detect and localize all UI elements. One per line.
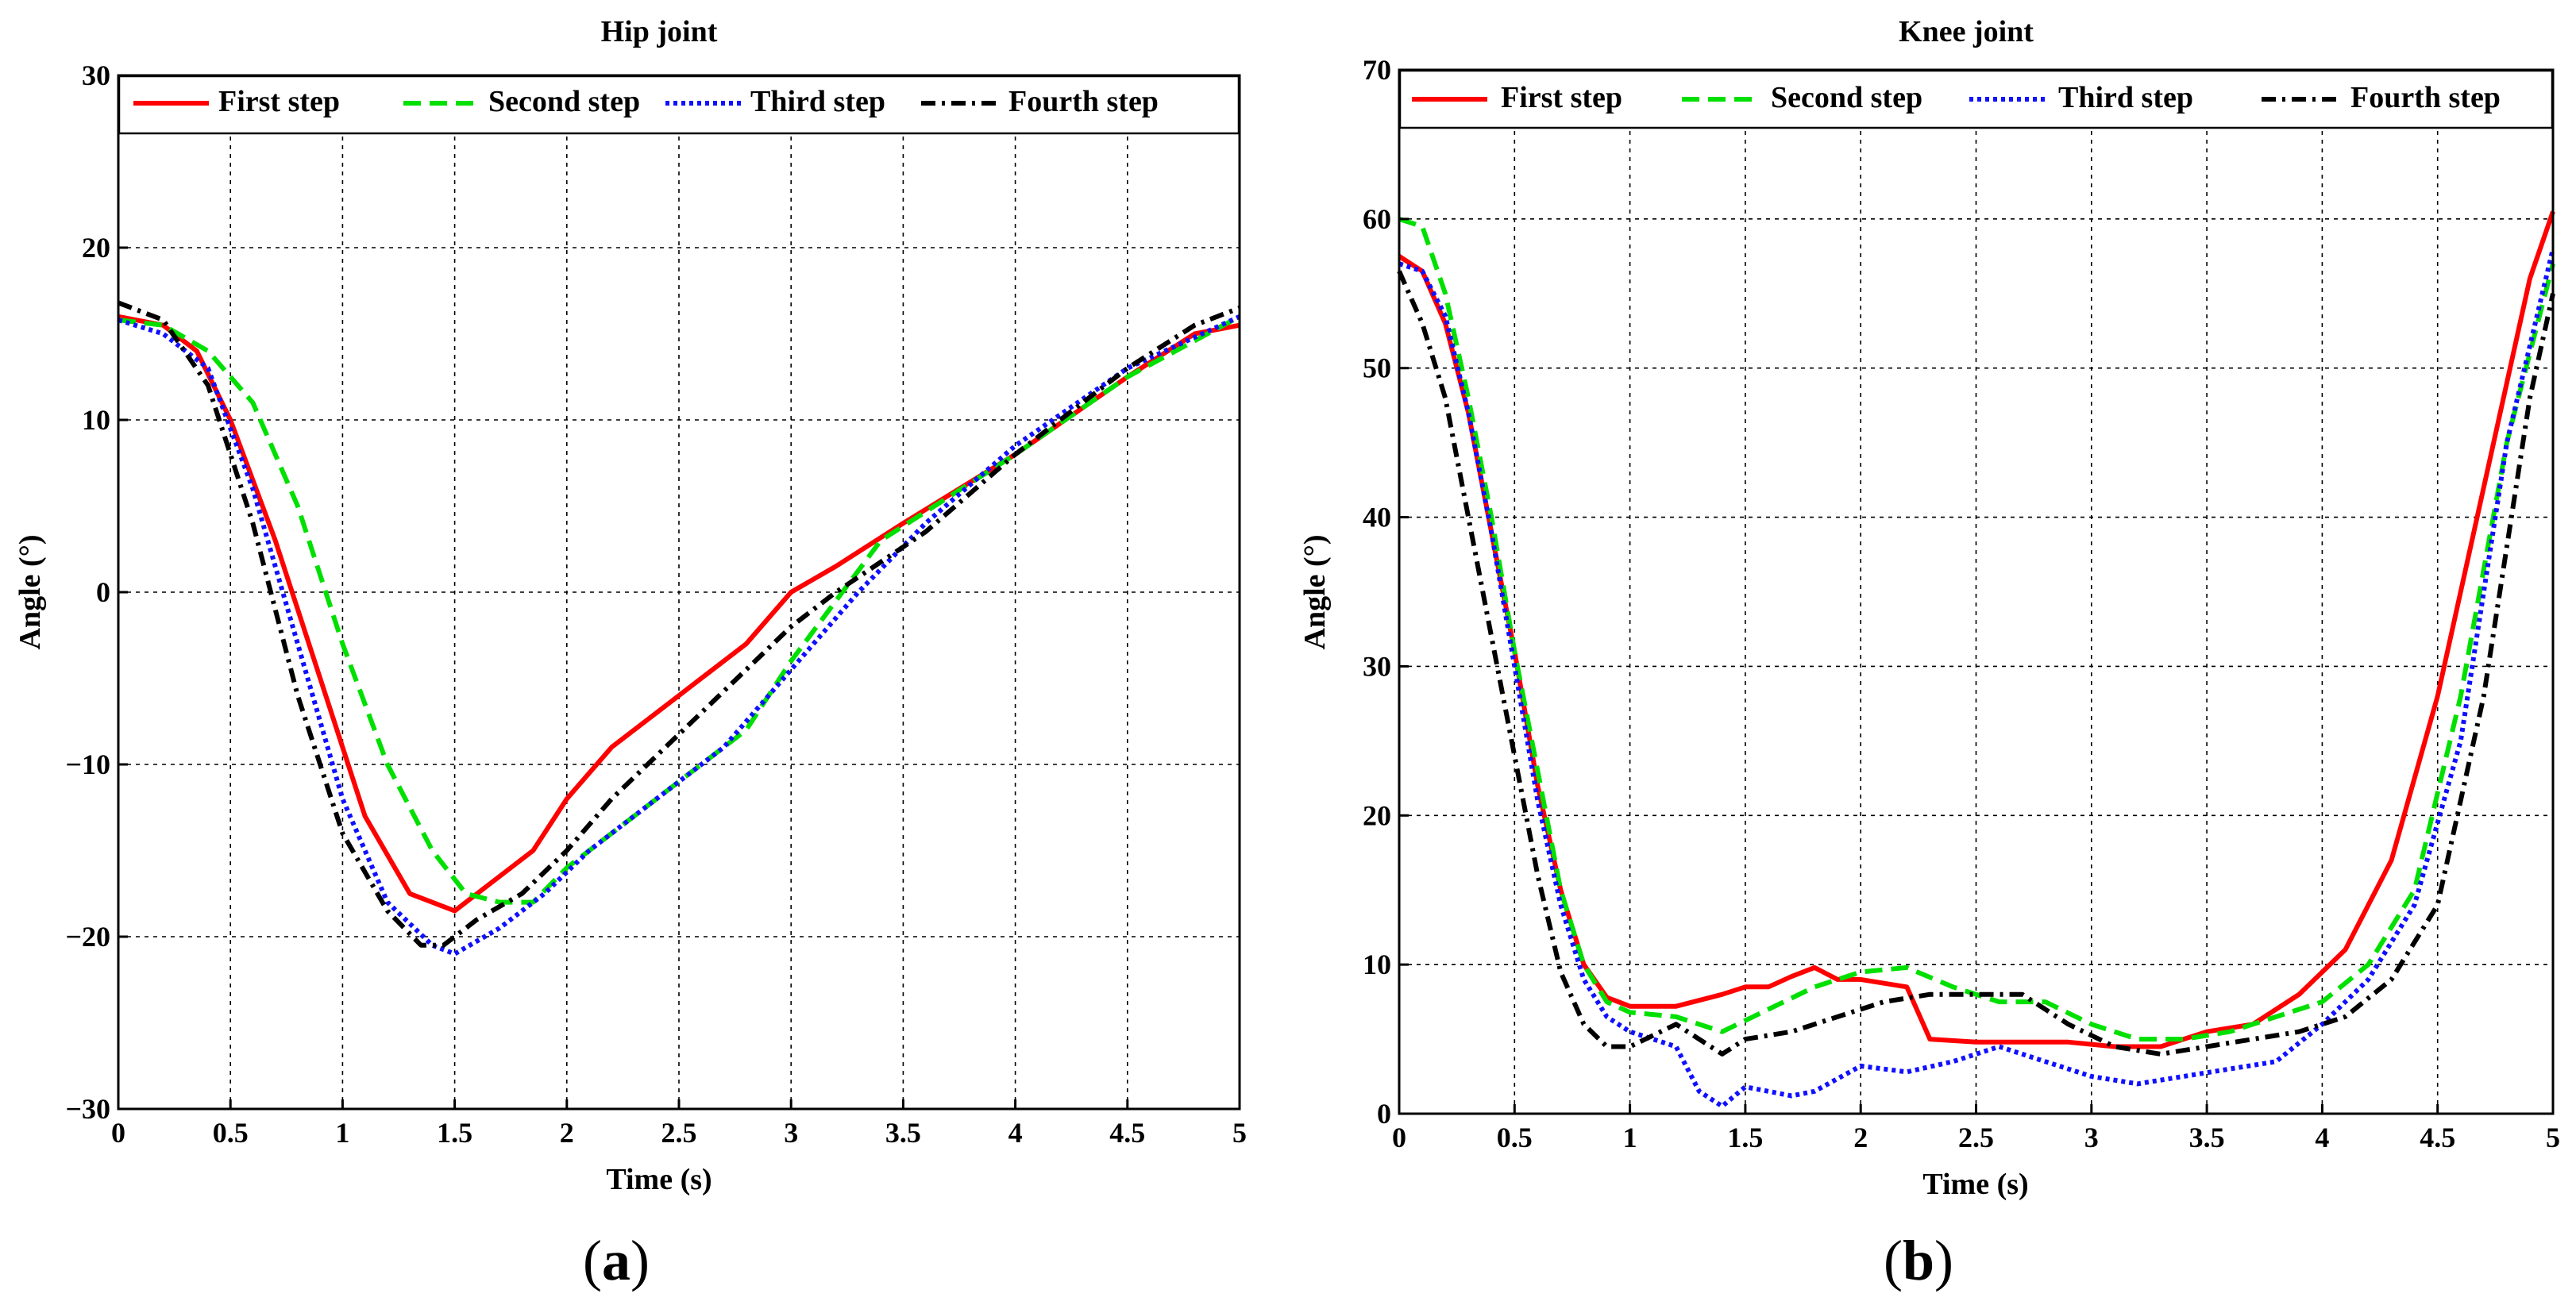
legend: First step Second step Third step Fourth st… xyxy=(118,75,1240,135)
legend: First step Second step Third step Fourth st… xyxy=(1398,69,2554,129)
x-axis-label: Time (s) xyxy=(606,1163,711,1196)
x-tick-label: 4.5 xyxy=(1109,1117,1145,1149)
knee-joint-panel: Knee joint 0 0.5 1 1.5 2 2.5 3 3.5 4 4.5 5 70 60 50 4… xyxy=(1298,15,2560,1292)
x-tick-label: 1.5 xyxy=(1727,1122,1763,1153)
legend-label: Second step xyxy=(1771,81,1922,114)
y-tick-label: 20 xyxy=(1363,799,1391,831)
x-tick-label: 5 xyxy=(2546,1122,2560,1153)
legend-label: Second step xyxy=(488,85,640,118)
y-tick-label: 40 xyxy=(1363,502,1391,533)
y-axis-label: Angle (°) xyxy=(13,534,47,649)
hip-joint-panel: Hip joint 0 0.5 1 1.5 2 2.5 3 3.5 4 4.5 5 3020100−… xyxy=(13,15,1247,1292)
x-tick-label: 1 xyxy=(1623,1122,1637,1153)
y-tick-label: 0 xyxy=(1377,1098,1391,1130)
x-tick-labels: 0 0.5 1 1.5 2 2.5 3 3.5 4 4.5 5 xyxy=(111,1099,1247,1149)
y-tick-label: 30 xyxy=(1363,650,1391,682)
grid xyxy=(1399,70,2553,1114)
y-tick-labels: 30 20 10 0 −10 −20 −30 xyxy=(65,60,128,1125)
y-tick-label: 20 xyxy=(82,232,110,264)
legend-label: Fourth step xyxy=(1008,85,1159,118)
x-tick-label: 3 xyxy=(784,1117,798,1149)
x-tick-label: 5 xyxy=(1232,1117,1247,1149)
x-tick-label: 4 xyxy=(1008,1117,1023,1149)
x-tick-label: 0 xyxy=(1392,1122,1406,1153)
x-tick-label: 1.5 xyxy=(437,1117,472,1149)
legend-box xyxy=(1398,69,2554,129)
series-lines xyxy=(1397,210,2555,1109)
x-tick-labels: 0 0.5 1 1.5 2 2.5 3 3.5 4 4.5 5 xyxy=(1392,1104,2560,1153)
x-tick-label: 2 xyxy=(1853,1122,1868,1153)
legend-label: Fourth step xyxy=(2350,81,2501,114)
y-tick-label: −10 xyxy=(65,749,110,780)
legend-label: First step xyxy=(218,85,340,118)
y-tick-labels: 70 60 50 40 30 20 10 0 xyxy=(1363,54,1409,1130)
panel-caption: (b) xyxy=(1884,1229,1953,1292)
series-line-3 xyxy=(1398,248,2555,1109)
x-tick-label: 3 xyxy=(2084,1122,2099,1153)
x-tick-label: 2.5 xyxy=(1958,1122,1994,1153)
x-tick-label: 4 xyxy=(2315,1122,2329,1153)
x-tick-label: 0.5 xyxy=(213,1117,249,1149)
x-tick-label: 0 xyxy=(111,1117,125,1149)
series-line-4 xyxy=(1397,270,2555,1057)
caption-open: ( xyxy=(1884,1229,1903,1292)
caption-close: ) xyxy=(1934,1229,1953,1292)
x-axis-label: Time (s) xyxy=(1922,1168,2028,1201)
x-tick-label: 2.5 xyxy=(661,1117,697,1149)
legend-label: First step xyxy=(1501,81,1622,114)
series-line-3 xyxy=(118,314,1241,957)
series-line-2 xyxy=(118,314,1241,905)
y-tick-label: 10 xyxy=(1363,949,1391,980)
x-tick-label: 3.5 xyxy=(2189,1122,2225,1153)
caption-letter: b xyxy=(1903,1229,1934,1292)
x-tick-label: 1 xyxy=(335,1117,349,1149)
x-tick-label: 2 xyxy=(560,1117,574,1149)
legend-box xyxy=(118,75,1240,135)
series-line-4 xyxy=(117,300,1241,948)
series-lines xyxy=(117,300,1241,957)
x-tick-label: 0.5 xyxy=(1497,1122,1533,1153)
y-tick-label: 0 xyxy=(96,576,110,608)
caption-open: ( xyxy=(583,1229,602,1292)
y-tick-label: −30 xyxy=(65,1093,110,1125)
legend-label: Third step xyxy=(2058,81,2193,114)
caption-close: ) xyxy=(631,1229,650,1292)
chart-title: Hip joint xyxy=(601,15,718,48)
y-tick-label: −20 xyxy=(65,921,110,953)
y-tick-label: 60 xyxy=(1363,203,1391,235)
y-tick-label: 10 xyxy=(82,404,110,436)
caption-letter: a xyxy=(602,1229,631,1292)
y-tick-label: 50 xyxy=(1363,352,1391,384)
x-tick-label: 4.5 xyxy=(2420,1122,2455,1153)
y-tick-label: 70 xyxy=(1363,54,1391,86)
legend-label: Third step xyxy=(750,85,885,118)
y-tick-label: 30 xyxy=(82,60,110,91)
x-tick-label: 3.5 xyxy=(885,1117,921,1149)
y-axis-label: Angle (°) xyxy=(1298,534,1332,649)
panel-caption: (a) xyxy=(583,1229,650,1292)
chart-title: Knee joint xyxy=(1899,15,2034,48)
series-line-2 xyxy=(1398,217,2555,1042)
